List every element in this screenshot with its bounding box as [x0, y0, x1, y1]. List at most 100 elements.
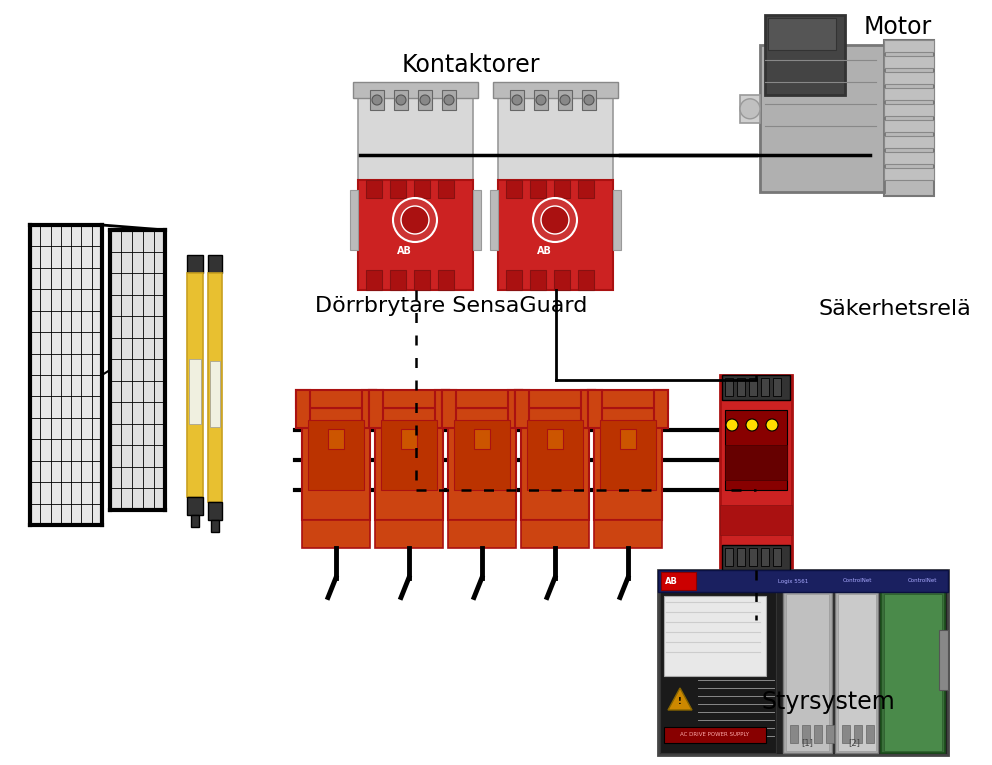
- Bar: [582, 90, 596, 110]
- Polygon shape: [668, 688, 692, 710]
- Text: AC DRIVE POWER SUPPLY: AC DRIVE POWER SUPPLY: [681, 733, 749, 737]
- Text: Motor: Motor: [864, 15, 931, 39]
- Circle shape: [766, 419, 778, 431]
- Circle shape: [372, 95, 382, 105]
- Bar: [308, 420, 364, 490]
- Bar: [866, 725, 874, 743]
- Bar: [515, 390, 595, 408]
- Bar: [825, 725, 833, 743]
- Bar: [654, 390, 668, 428]
- Bar: [884, 168, 934, 180]
- Bar: [442, 390, 456, 428]
- Bar: [660, 592, 776, 753]
- Bar: [454, 420, 510, 490]
- Bar: [578, 180, 594, 198]
- Bar: [328, 428, 344, 449]
- Bar: [375, 519, 443, 548]
- Circle shape: [396, 95, 406, 105]
- Circle shape: [726, 419, 738, 431]
- Bar: [498, 180, 613, 290]
- Bar: [790, 725, 798, 743]
- Bar: [588, 390, 668, 408]
- Bar: [773, 548, 781, 566]
- Bar: [658, 570, 948, 592]
- Bar: [884, 40, 934, 52]
- Text: Logix 5561: Logix 5561: [778, 578, 808, 584]
- Bar: [838, 594, 876, 751]
- Bar: [390, 270, 406, 290]
- Bar: [884, 72, 934, 84]
- Bar: [498, 90, 613, 180]
- Bar: [749, 378, 757, 396]
- Bar: [369, 390, 383, 428]
- Bar: [658, 570, 948, 755]
- Bar: [211, 520, 219, 532]
- Bar: [737, 378, 745, 396]
- Bar: [884, 120, 934, 132]
- Bar: [208, 502, 222, 520]
- Bar: [435, 390, 449, 428]
- Bar: [594, 408, 662, 519]
- Circle shape: [740, 99, 760, 119]
- Text: Säkerhetsrelä: Säkerhetsrelä: [818, 299, 971, 319]
- Bar: [740, 95, 760, 123]
- Bar: [722, 545, 790, 570]
- Text: AB: AB: [397, 246, 412, 256]
- Bar: [438, 270, 454, 290]
- Bar: [664, 727, 766, 743]
- Bar: [884, 136, 934, 148]
- Bar: [493, 82, 618, 98]
- Bar: [350, 190, 358, 250]
- Bar: [366, 180, 382, 198]
- Bar: [783, 592, 832, 753]
- Circle shape: [420, 95, 430, 105]
- Text: [1]: [1]: [802, 738, 813, 747]
- Bar: [765, 15, 845, 95]
- Bar: [661, 572, 696, 590]
- Bar: [381, 420, 437, 490]
- Bar: [530, 270, 546, 290]
- Bar: [401, 428, 417, 449]
- Bar: [418, 90, 432, 110]
- Text: AB: AB: [665, 577, 678, 585]
- Bar: [884, 40, 934, 196]
- Bar: [448, 408, 516, 519]
- Bar: [725, 410, 787, 490]
- Bar: [761, 548, 769, 566]
- Bar: [208, 255, 222, 273]
- Bar: [390, 180, 406, 198]
- Bar: [110, 230, 165, 510]
- Bar: [554, 180, 570, 198]
- Circle shape: [584, 95, 594, 105]
- Bar: [521, 408, 589, 519]
- Bar: [749, 548, 757, 566]
- Bar: [442, 90, 456, 110]
- Bar: [802, 725, 809, 743]
- Bar: [362, 390, 376, 428]
- Bar: [414, 180, 430, 198]
- Bar: [474, 428, 490, 449]
- Bar: [613, 190, 621, 250]
- Bar: [737, 548, 745, 566]
- Bar: [786, 594, 829, 751]
- Bar: [473, 190, 481, 250]
- Text: !: !: [679, 698, 682, 707]
- Bar: [588, 390, 602, 428]
- Bar: [854, 725, 862, 743]
- Bar: [761, 378, 769, 396]
- Text: ControlNet: ControlNet: [908, 578, 937, 584]
- Circle shape: [746, 419, 758, 431]
- Bar: [881, 592, 945, 753]
- Bar: [939, 630, 948, 690]
- Bar: [558, 90, 572, 110]
- Bar: [534, 90, 548, 110]
- Bar: [187, 497, 203, 515]
- Bar: [358, 90, 473, 180]
- Bar: [813, 725, 821, 743]
- Bar: [30, 225, 102, 525]
- Bar: [725, 445, 787, 480]
- Circle shape: [401, 206, 429, 234]
- Bar: [884, 594, 942, 751]
- Bar: [508, 390, 522, 428]
- Bar: [448, 519, 516, 548]
